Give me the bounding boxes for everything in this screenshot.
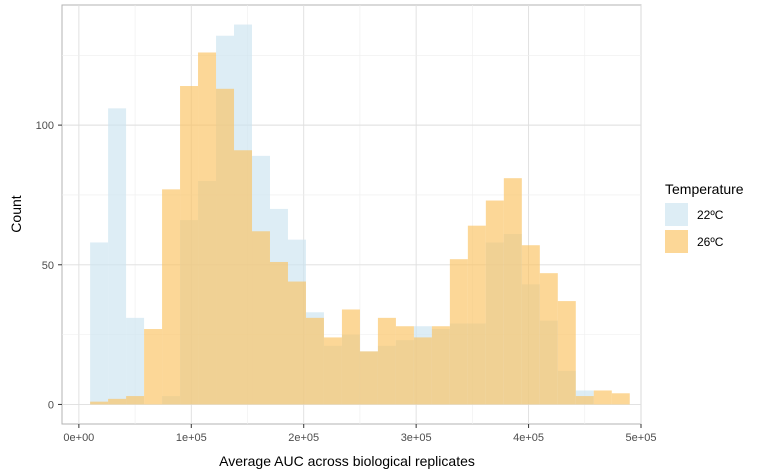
bar-26c — [485, 200, 504, 405]
x-tick-label: 0e+00 — [63, 432, 94, 444]
bar-26c — [377, 317, 396, 405]
bar-26c — [395, 326, 414, 405]
bar-26c — [198, 52, 217, 405]
bar-22c — [90, 242, 109, 405]
bar-26c — [126, 396, 145, 405]
bar-26c — [611, 393, 630, 405]
y-axis-ticks: 0 50 100 — [36, 120, 62, 411]
bar-26c — [503, 178, 522, 405]
x-axis-ticks: 0e+00 1e+05 2e+05 3e+05 4e+05 5e+05 — [63, 424, 656, 444]
bar-22c — [108, 108, 127, 405]
bar-26c — [269, 261, 288, 405]
bar-26c — [305, 317, 324, 405]
x-tick-label: 5e+05 — [626, 432, 657, 444]
bar-26c — [449, 259, 468, 405]
bar-26c — [144, 329, 163, 405]
bar-26c — [323, 337, 342, 405]
x-axis-title: Average AUC across biological replicates — [219, 453, 475, 469]
y-tick-label: 50 — [42, 260, 54, 272]
bar-26c — [557, 301, 576, 405]
bar-26c — [287, 281, 306, 405]
bar-26c — [593, 390, 612, 405]
legend-label-22c: 22ºC — [697, 208, 724, 222]
bar-26c — [575, 396, 594, 405]
x-tick-label: 4e+05 — [513, 432, 544, 444]
bar-26c — [90, 401, 109, 405]
bar-26c — [341, 309, 360, 405]
bar-26c — [180, 86, 199, 405]
bar-26c — [108, 398, 127, 405]
y-tick-label: 0 — [48, 399, 54, 411]
x-tick-label: 3e+05 — [401, 432, 432, 444]
legend-swatch-26c — [665, 230, 688, 253]
bar-26c — [467, 225, 486, 405]
legend: Temperature 22ºC 26ºC — [665, 181, 744, 253]
bar-26c — [216, 88, 235, 405]
legend-swatch-22c — [665, 203, 688, 226]
x-tick-label: 2e+05 — [288, 432, 319, 444]
bar-26c — [413, 337, 432, 405]
legend-title: Temperature — [665, 181, 744, 197]
bar-26c — [234, 150, 253, 405]
x-tick-label: 1e+05 — [176, 432, 207, 444]
bar-26c — [162, 189, 181, 405]
histogram-bars — [90, 24, 630, 405]
bar-26c — [431, 326, 450, 405]
bar-26c — [359, 351, 378, 405]
bar-22c — [126, 317, 145, 405]
bar-26c — [539, 273, 558, 405]
y-axis-title: Count — [8, 195, 24, 232]
bar-26c — [521, 245, 540, 405]
y-tick-label: 100 — [36, 120, 54, 132]
legend-label-26c: 26ºC — [697, 235, 724, 249]
bar-26c — [252, 231, 270, 405]
